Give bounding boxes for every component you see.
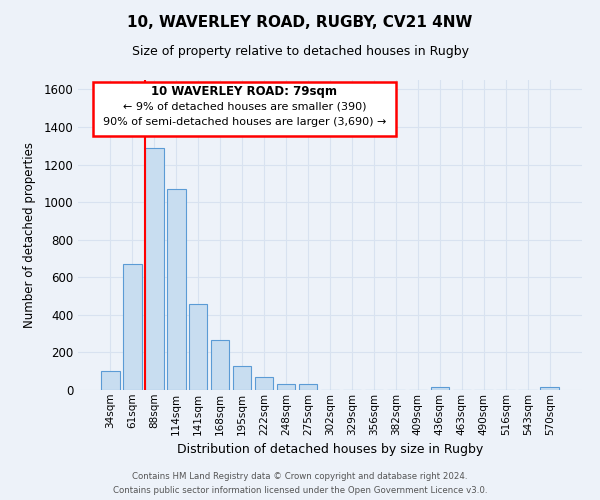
Bar xyxy=(211,340,229,390)
Bar xyxy=(277,384,295,390)
Bar xyxy=(299,384,317,390)
FancyBboxPatch shape xyxy=(93,82,395,136)
Text: 10 WAVERLEY ROAD: 79sqm: 10 WAVERLEY ROAD: 79sqm xyxy=(151,84,337,98)
Bar xyxy=(101,371,119,390)
Y-axis label: Number of detached properties: Number of detached properties xyxy=(23,142,37,328)
X-axis label: Distribution of detached houses by size in Rugby: Distribution of detached houses by size … xyxy=(177,443,483,456)
Bar xyxy=(431,387,449,390)
Text: Contains public sector information licensed under the Open Government Licence v3: Contains public sector information licen… xyxy=(113,486,487,495)
Text: 10, WAVERLEY ROAD, RUGBY, CV21 4NW: 10, WAVERLEY ROAD, RUGBY, CV21 4NW xyxy=(127,15,473,30)
Bar xyxy=(145,148,164,390)
Bar xyxy=(189,304,208,390)
Text: 90% of semi-detached houses are larger (3,690) →: 90% of semi-detached houses are larger (… xyxy=(103,117,386,127)
Bar xyxy=(123,264,142,390)
Bar xyxy=(255,377,274,390)
Text: Contains HM Land Registry data © Crown copyright and database right 2024.: Contains HM Land Registry data © Crown c… xyxy=(132,472,468,481)
Text: Size of property relative to detached houses in Rugby: Size of property relative to detached ho… xyxy=(131,45,469,58)
Text: ← 9% of detached houses are smaller (390): ← 9% of detached houses are smaller (390… xyxy=(122,102,366,112)
Bar xyxy=(541,387,559,390)
Bar xyxy=(233,366,251,390)
Bar xyxy=(167,189,185,390)
